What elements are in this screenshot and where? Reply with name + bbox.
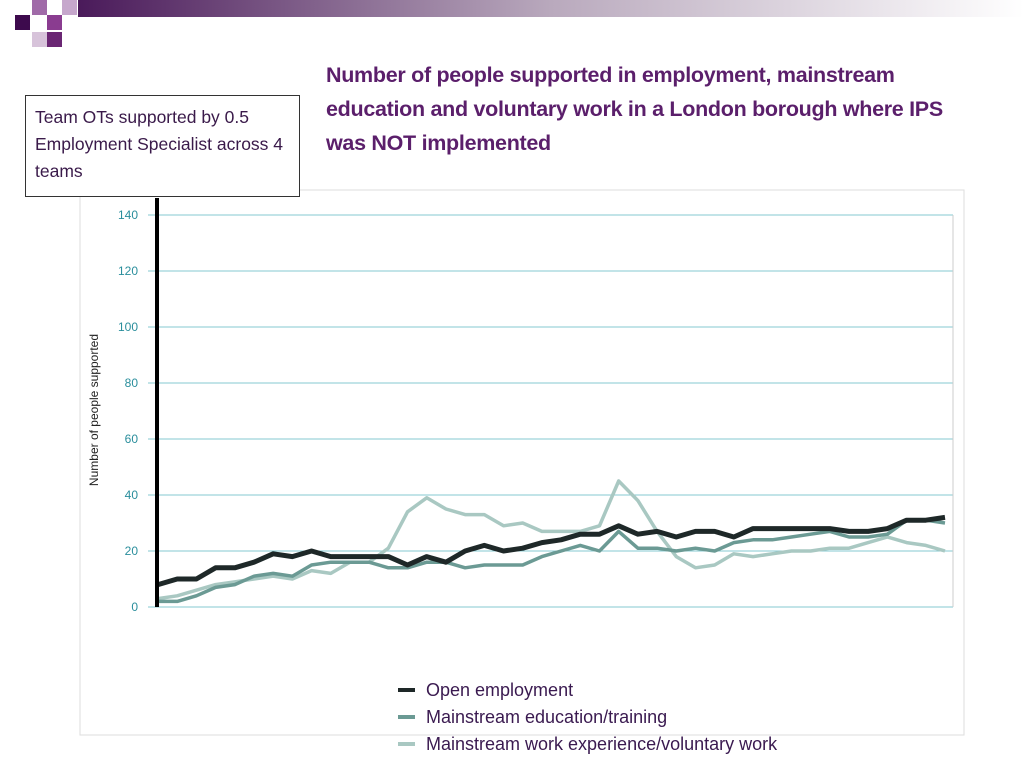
chart-title: Number of people supported in employment… [326,63,943,155]
y-tick-label: 40 [125,488,139,502]
series-line [157,479,946,601]
legend-label: Mainstream education/training [426,707,667,727]
y-tick-label: 0 [131,600,138,614]
y-tick-label: 60 [125,432,139,446]
chart-frame [79,189,965,736]
y-tick-label: 100 [118,320,138,334]
y-tick-label: 120 [118,264,138,278]
legend-label: Mainstream work experience/voluntary wor… [426,734,778,754]
series-line [157,514,946,587]
y-axis-title: Number of people supported [87,334,101,486]
logo-squares [15,0,77,47]
legend-label: Open employment [426,680,573,700]
header-bar [78,0,1024,17]
series-line [158,518,946,604]
y-tick-label: 140 [118,208,138,222]
annotation-box: Team OTs supported by 0.5 Employment Spe… [25,95,300,197]
y-tick-label: 20 [125,544,139,558]
y-tick-label: 80 [125,376,139,390]
